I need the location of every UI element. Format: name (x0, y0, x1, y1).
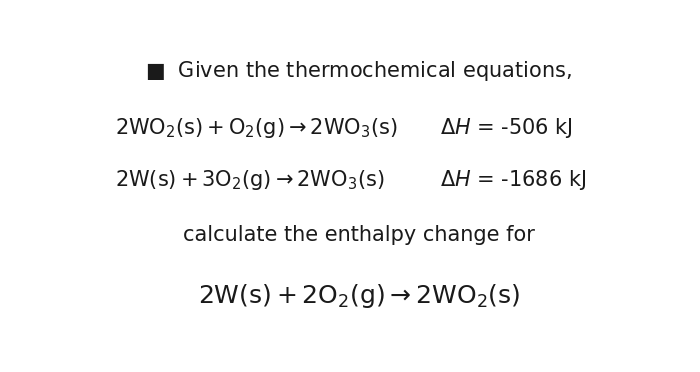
Text: $\mathrm{2WO_2(s) + O_2(g) \rightarrow 2WO_3(s)}$: $\mathrm{2WO_2(s) + O_2(g) \rightarrow 2… (115, 116, 398, 140)
Text: $\mathrm{2W(s) + 2O_2(g) \rightarrow 2WO_2(s)}$: $\mathrm{2W(s) + 2O_2(g) \rightarrow 2WO… (197, 282, 520, 310)
Text: $\Delta H$ = -506 kJ: $\Delta H$ = -506 kJ (440, 116, 573, 140)
Text: calculate the enthalpy change for: calculate the enthalpy change for (183, 225, 535, 245)
Text: $\blacksquare$  Given the thermochemical equations,: $\blacksquare$ Given the thermochemical … (146, 59, 572, 83)
Text: $\mathrm{2W(s) + 3O_2(g) \rightarrow 2WO_3(s)}$: $\mathrm{2W(s) + 3O_2(g) \rightarrow 2WO… (115, 168, 384, 192)
Text: $\Delta H$ = -1686 kJ: $\Delta H$ = -1686 kJ (440, 168, 586, 192)
